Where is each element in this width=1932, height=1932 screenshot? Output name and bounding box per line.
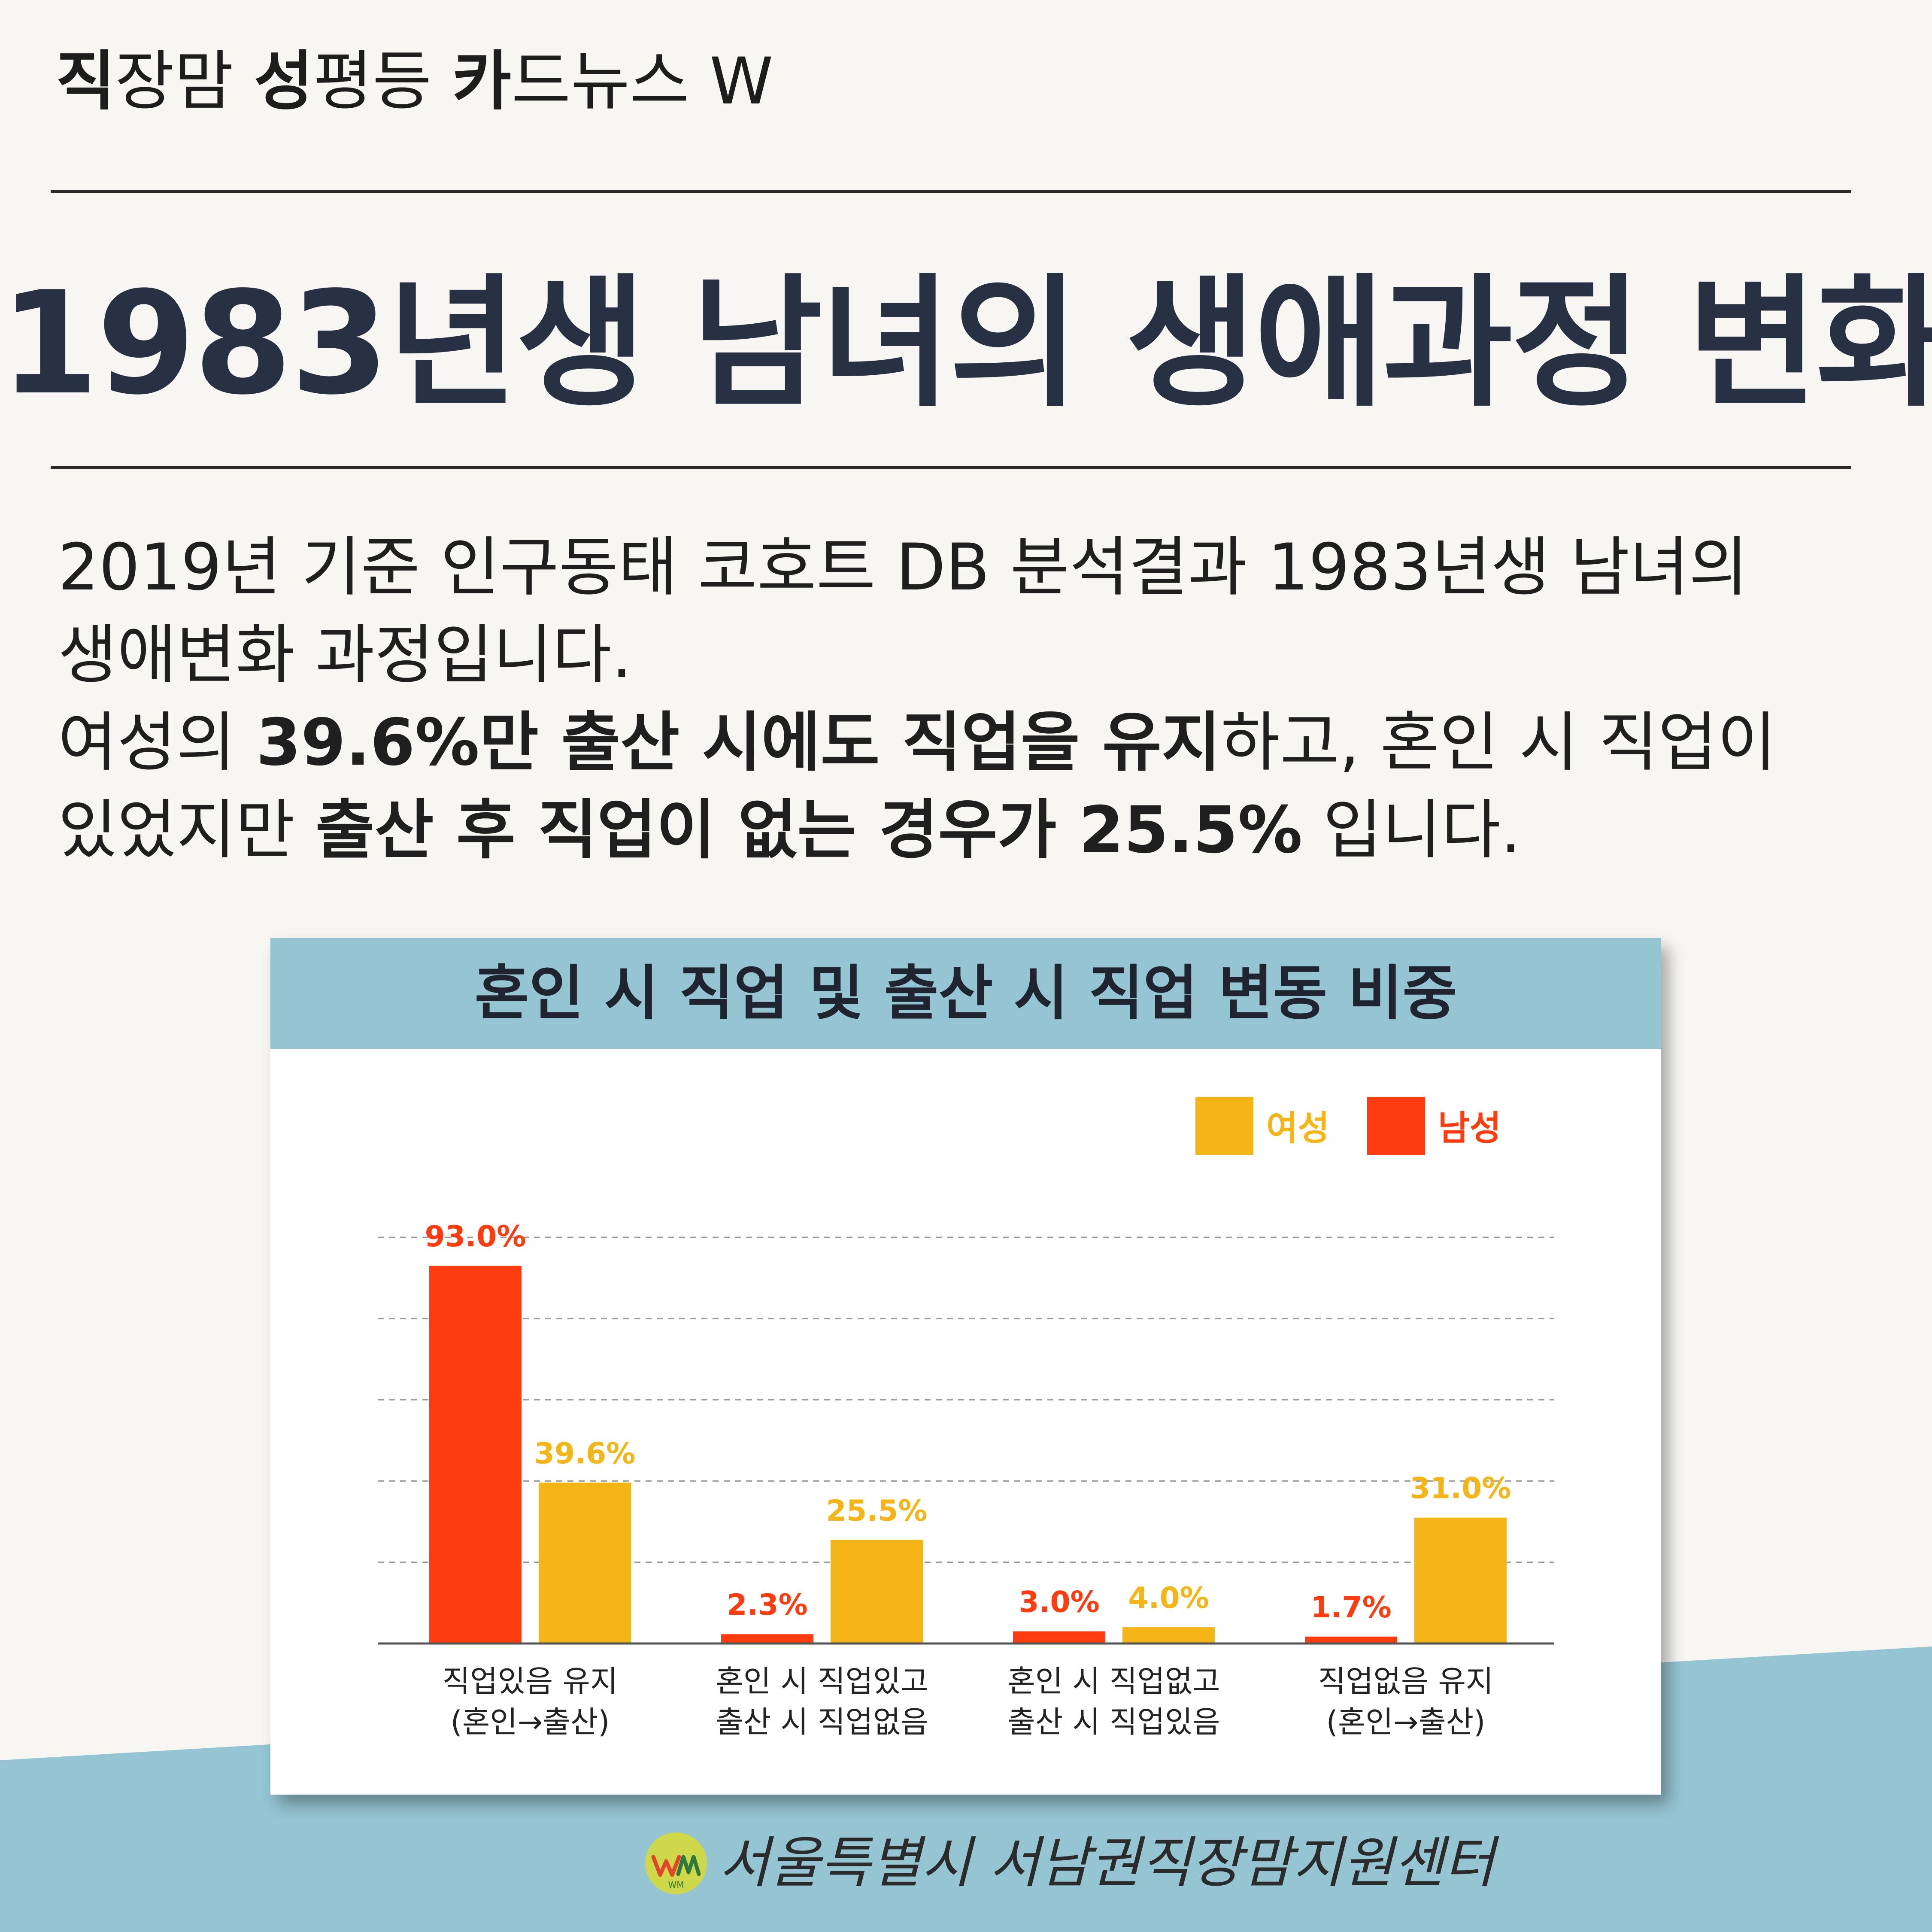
category-label: 직업없음 유지 — [1318, 1664, 1494, 1699]
bottom-divider — [51, 466, 1851, 469]
category-label: (혼인→출산) — [451, 1704, 610, 1740]
footer: WM 서울특별시 서남권직장맘지원센터 — [644, 1827, 1495, 1900]
intro-text: 여성의 — [58, 705, 256, 780]
data-label: 93.0% — [425, 1220, 526, 1254]
bar — [1122, 1627, 1215, 1643]
category-label: 혼인 시 직업없고 — [1007, 1664, 1220, 1699]
intro-text: 2019년 기준 인구동태 코호트 DB 분석결과 1983년생 남녀의 — [58, 530, 1748, 605]
intro-text: 생애변화 과정입니다. — [58, 618, 632, 693]
legend-swatch — [1195, 1097, 1253, 1155]
data-label: 2.3% — [727, 1588, 808, 1622]
center-logo-icon: WM — [645, 1832, 707, 1894]
brand-segment: 성 — [254, 44, 313, 119]
data-label: 25.5% — [826, 1494, 928, 1528]
center-name: 서울특별시 서남권직장맘지원센터 — [719, 1831, 1495, 1895]
intro-text: 있었지만 — [58, 793, 315, 868]
data-label: 39.6% — [534, 1437, 636, 1470]
legend-label: 남성 — [1438, 1108, 1501, 1148]
bar-chart: 여성 남성 93.0% 39.6% 직업있음 유지 (혼인→출산) 2.3% 25.5% 혼인 … — [378, 1097, 1554, 1740]
bar — [1013, 1631, 1105, 1643]
brand-header: 직장맘 성평등 카드뉴스 W — [56, 39, 773, 125]
category-label: 혼인 시 직업있고 — [716, 1664, 928, 1699]
brand-segment: 드뉴스 W — [511, 44, 773, 119]
intro-highlight: 39.6%만 출산 시에도 직업을 유지 — [256, 705, 1221, 780]
bar — [1414, 1517, 1507, 1643]
intro-line: 있었지만 출산 후 직업이 없는 경우가 25.5% 입니다. — [58, 787, 1882, 874]
intro-highlight: 출산 후 직업이 없는 경우가 25.5% — [315, 793, 1303, 868]
page-title: 1983년생 남녀의 생애과정 변화 — [0, 261, 1932, 426]
top-divider — [51, 190, 1851, 193]
intro-text: 입니다. — [1302, 793, 1521, 868]
bar — [721, 1634, 813, 1643]
chart-card: 혼인 시 직업 및 출산 시 직업 변동 비중 여성 남성 93.0% 39.6% 직업… — [270, 938, 1661, 1795]
legend-label: 여성 — [1266, 1108, 1329, 1148]
brand-segment: 장맘 — [115, 44, 254, 119]
intro-line: 생애변화 과정입니다. — [58, 611, 1882, 699]
intro-line: 2019년 기준 인구동태 코호트 DB 분석결과 1983년생 남녀의 — [58, 524, 1882, 611]
data-label: 3.0% — [1019, 1586, 1100, 1619]
brand-segment: 카 — [452, 44, 512, 119]
bar — [429, 1266, 522, 1643]
category-label: (혼인→출산) — [1326, 1704, 1486, 1740]
chart-title-bar: 혼인 시 직업 및 출산 시 직업 변동 비중 — [270, 938, 1661, 1049]
category-label: 출산 시 직업없음 — [716, 1704, 928, 1740]
intro-line: 여성의 39.6%만 출산 시에도 직업을 유지하고, 혼인 시 직업이 — [58, 699, 1882, 787]
intro-text: 하고, 혼인 시 직업이 — [1220, 705, 1777, 780]
bar — [539, 1482, 631, 1643]
bar — [831, 1540, 923, 1643]
data-label: 31.0% — [1410, 1472, 1511, 1506]
svg-text:WM: WM — [668, 1880, 684, 1890]
legend-swatch — [1367, 1097, 1425, 1155]
data-label: 1.7% — [1310, 1591, 1392, 1625]
brand-segment: 직 — [56, 44, 115, 119]
chart-title: 혼인 시 직업 및 출산 시 직업 변동 비중 — [474, 959, 1457, 1028]
category-label: 직업있음 유지 — [443, 1664, 618, 1699]
data-label: 4.0% — [1128, 1581, 1209, 1615]
bar — [1305, 1636, 1397, 1643]
brand-segment: 평등 — [313, 44, 452, 119]
category-label: 출산 시 직업있음 — [1007, 1704, 1220, 1740]
